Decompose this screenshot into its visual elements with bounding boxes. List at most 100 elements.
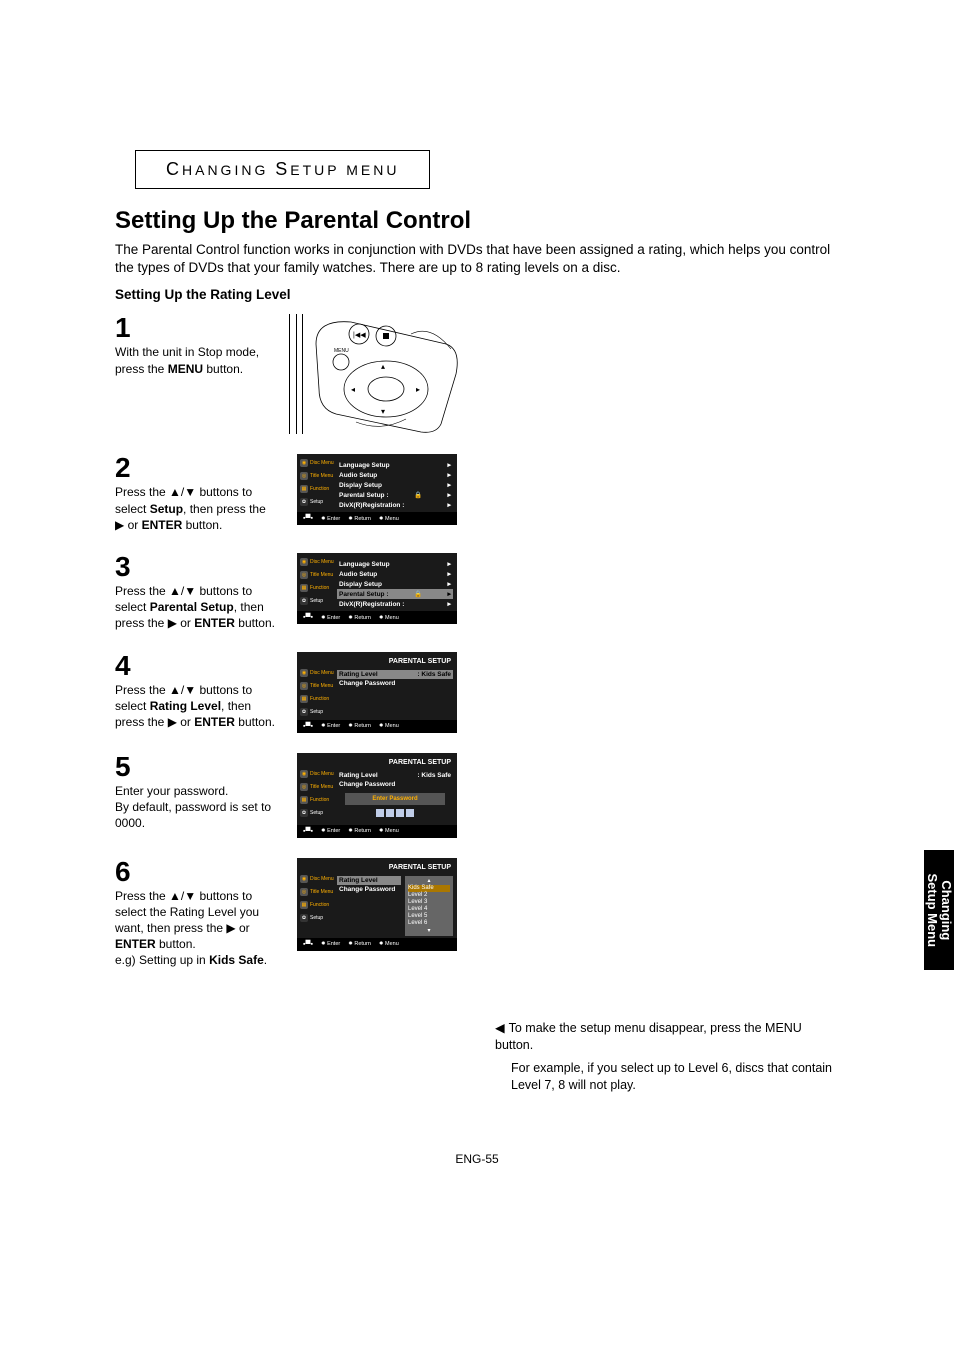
osd4-kids: : Kids Safe	[417, 671, 451, 678]
osd-m-3: Parental Setup :	[339, 492, 388, 499]
svg-text:▸: ▸	[416, 385, 420, 394]
step-4: 4 Press the ▲/▼ buttons to select Rating…	[115, 652, 839, 733]
note-line-1: To make the setup menu disappear, press …	[495, 1021, 802, 1052]
osd-m-2: Display Setup	[339, 482, 382, 489]
header-cap2: S	[275, 159, 290, 179]
osd6-l1: Title Menu	[310, 889, 333, 895]
rating-levels-list: ▴ Kids Safe Level 2 Level 3 Level 4 Leve…	[405, 876, 453, 936]
step-2-d: ENTER	[142, 518, 183, 532]
osd5-title: PARENTAL SETUP	[297, 757, 457, 769]
step-1-b: MENU	[168, 362, 203, 376]
step-6-a: Press the ▲/▼ buttons to select the Rati…	[115, 889, 259, 935]
osd3-l0: Disc Menu	[310, 559, 334, 565]
osd6-l0: Disc Menu	[310, 876, 334, 882]
osd3-l1: Title Menu	[310, 572, 333, 578]
side-tab: Changing Setup Menu	[924, 850, 954, 970]
chevron-right-icon: ▸	[447, 560, 451, 568]
password-boxes	[337, 809, 453, 817]
osd4-rating: Rating Level	[339, 671, 378, 678]
intro-paragraph: The Parental Control function works in c…	[115, 241, 839, 277]
level-2: Level 3	[408, 899, 450, 906]
gear-icon: ✿	[300, 498, 308, 506]
chevron-right-icon: ▸	[447, 590, 451, 598]
title-icon: ◎	[300, 571, 308, 579]
step-5-num: 5	[115, 753, 275, 781]
svg-text:MENU: MENU	[334, 348, 349, 354]
disc-icon: ◉	[300, 875, 308, 883]
nav-icon: ▪▀▪	[303, 614, 313, 621]
osd3-m2: Display Setup	[339, 581, 382, 588]
svg-text:|◀◀: |◀◀	[353, 332, 366, 339]
note-block: ▶To make the setup menu disappear, press…	[495, 1020, 835, 1094]
gear-icon: ✿	[300, 708, 308, 716]
note-line-2: For example, if you select up to Level 6…	[511, 1060, 835, 1094]
osd6-fr: Return	[354, 941, 371, 947]
step-6-d: e.g) Setting up in	[115, 953, 209, 967]
osd6-rating: Rating Level	[339, 877, 378, 884]
step-2: 2 Press the ▲/▼ buttons to select Setup,…	[115, 454, 839, 533]
side-tab-l2: Setup Menu	[925, 873, 940, 947]
step-6-f: .	[264, 953, 267, 967]
svg-text:◂: ◂	[351, 385, 355, 394]
osd-main-menu: Language Setup▸ Audio Setup▸ Display Set…	[335, 458, 457, 512]
step-6-b: ENTER	[115, 937, 156, 951]
disc-icon: ◉	[300, 770, 308, 778]
function-icon: ▦	[300, 584, 308, 592]
step-3-e: button.	[235, 616, 275, 630]
step-5-a: Enter your password.	[115, 783, 275, 799]
osd4-fr: Return	[354, 723, 371, 729]
osd-step-3: ◉Disc Menu ◎Title Menu ▦Function ✿Setup …	[297, 553, 457, 624]
gear-icon: ✿	[300, 809, 308, 817]
side-tab-l1: Changing	[939, 880, 954, 940]
function-icon: ▦	[300, 796, 308, 804]
osd-f-menu: Menu	[385, 516, 399, 522]
osd5-l3: Setup	[310, 810, 323, 816]
sub-title: Setting Up the Rating Level	[115, 287, 839, 302]
function-icon: ▦	[300, 901, 308, 909]
osd4-fm: Menu	[385, 723, 399, 729]
chevron-right-icon: ▸	[447, 501, 451, 509]
step-1: 1 With the unit in Stop mode, press the …	[115, 314, 839, 434]
nav-icon: ▪▀▪	[303, 941, 313, 948]
level-0: Kids Safe	[408, 885, 450, 892]
osd3-fm: Menu	[385, 615, 399, 621]
osd-step-5: PARENTAL SETUP ◉Disc Menu ◎Title Menu ▦F…	[297, 753, 457, 838]
level-3: Level 4	[408, 906, 450, 913]
step-3-b: Parental Setup	[150, 600, 234, 614]
osd5-fm: Menu	[385, 828, 399, 834]
step-5: 5 Enter your password. By default, passw…	[115, 753, 839, 838]
function-icon: ▦	[300, 695, 308, 703]
disc-icon: ◉	[300, 459, 308, 467]
step-3-d: ENTER	[194, 616, 235, 630]
step-4-b: Rating Level	[150, 699, 221, 713]
osd6-l2: Function	[310, 902, 329, 908]
page-title: Setting Up the Parental Control	[115, 207, 839, 235]
svg-text:▾: ▾	[381, 407, 385, 416]
step-2-num: 2	[115, 454, 275, 482]
osd6-cpw: Change Password	[339, 886, 395, 893]
step-4-d: ENTER	[194, 715, 235, 729]
step-4-e: button.	[235, 715, 275, 729]
step-3: 3 Press the ▲/▼ buttons to select Parent…	[115, 553, 839, 632]
osd5-l1: Title Menu	[310, 784, 333, 790]
chevron-right-icon: ▸	[447, 481, 451, 489]
level-5: Level 6	[408, 920, 450, 927]
chevron-right-icon: ▸	[447, 471, 451, 479]
osd4-cpw: Change Password	[339, 680, 395, 687]
osd-step-2: ◉Disc Menu ◎Title Menu ▦Function ✿Setup …	[297, 454, 457, 525]
chevron-right-icon: ▸	[447, 570, 451, 578]
osd6-fe: Enter	[327, 941, 340, 947]
page-number: ENG-55	[0, 1152, 954, 1166]
osd-left-0: Disc Menu	[310, 460, 334, 466]
title-icon: ◎	[300, 682, 308, 690]
osd-parental-title: PARENTAL SETUP	[297, 656, 457, 668]
chevron-right-icon: ▸	[447, 461, 451, 469]
osd-footer: ▪▀▪ ✹ Enter ✹ Return ✹ Menu	[297, 512, 457, 525]
chevron-right-icon: ▸	[447, 491, 451, 499]
nav-icon: ▪▀▪	[303, 723, 313, 730]
function-icon: ▦	[300, 485, 308, 493]
lock-icon: 🔒	[414, 491, 422, 499]
gear-icon: ✿	[300, 914, 308, 922]
osd-m-4: DivX(R)Registration :	[339, 502, 404, 509]
osd5-fr: Return	[354, 828, 371, 834]
